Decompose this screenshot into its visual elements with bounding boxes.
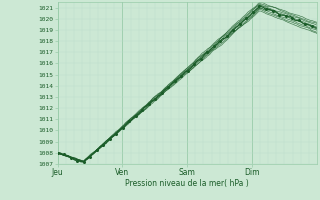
X-axis label: Pression niveau de la mer( hPa ): Pression niveau de la mer( hPa )	[125, 179, 249, 188]
